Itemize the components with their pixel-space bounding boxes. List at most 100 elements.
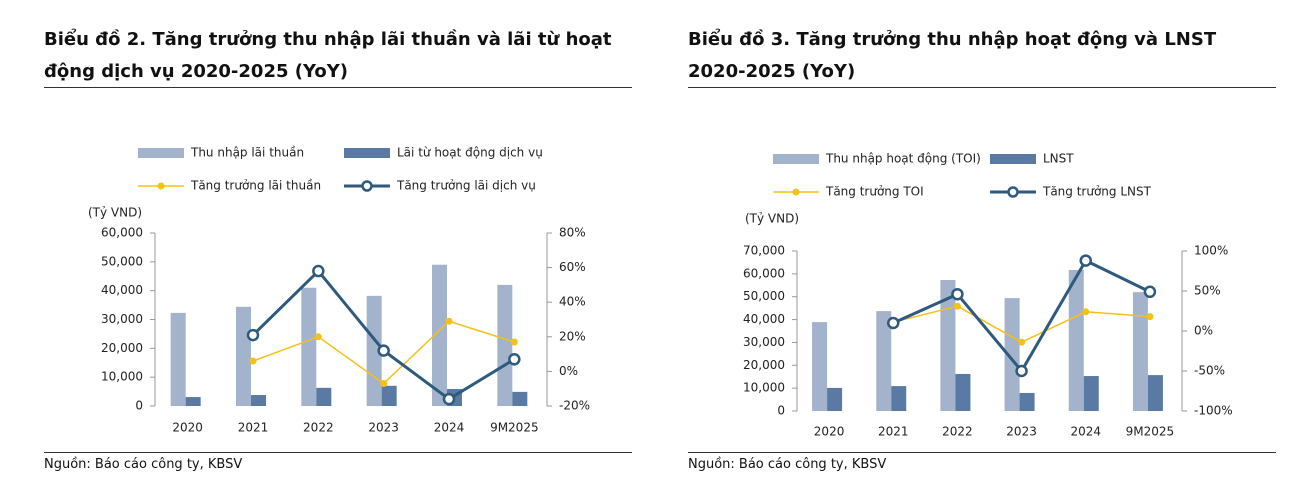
marker	[510, 338, 518, 346]
marker	[887, 316, 900, 330]
marker	[249, 357, 257, 365]
y-tick-label: 30,000	[743, 335, 785, 349]
bar	[1019, 392, 1035, 411]
x-tick-label: 2023	[1006, 425, 1037, 439]
marker	[1018, 338, 1026, 346]
marker	[314, 333, 322, 341]
x-tick-label: 2021	[878, 425, 909, 439]
bar	[827, 387, 843, 411]
marker	[951, 287, 964, 301]
marker	[508, 353, 521, 366]
legend-label: Tăng trưởng LNST	[1042, 185, 1152, 199]
marker	[312, 264, 325, 278]
y-tick-label: 50,000	[101, 254, 143, 268]
y2-tick-label: 80%	[559, 226, 586, 240]
x-tick-label: 2024	[434, 421, 465, 435]
chart-title: Biểu đồ 2. Tăng trưởng thu nhập lãi thuầ…	[44, 24, 632, 88]
y2-tick-label: 60%	[559, 260, 586, 274]
chart-title: Biểu đồ 3. Tăng trưởng thu nhập hoạt độn…	[688, 24, 1276, 88]
marker	[246, 328, 260, 342]
y2-tick-label: 0%	[559, 364, 578, 378]
legend-swatch	[138, 148, 184, 158]
y2-tick-label: 40%	[559, 295, 586, 309]
bar	[1068, 269, 1084, 411]
y2-tick-label: -50%	[1194, 364, 1225, 378]
marker	[380, 380, 388, 388]
legend-label: Tăng trưởng lãi thuần	[190, 179, 321, 193]
line	[892, 258, 1151, 374]
marker	[1146, 313, 1154, 321]
marker	[1015, 364, 1028, 378]
marker	[445, 317, 453, 325]
bar	[432, 264, 447, 406]
x-tick-label: 2021	[238, 421, 269, 435]
x-tick-label: 2022	[303, 421, 334, 435]
bar	[236, 306, 251, 406]
bar	[1147, 375, 1163, 411]
bar	[366, 295, 382, 406]
bar	[955, 373, 971, 411]
y-tick-label: 20,000	[101, 341, 143, 355]
x-tick-label: 9M2025	[1126, 425, 1175, 439]
bar	[1004, 298, 1020, 411]
marker	[442, 392, 456, 406]
y-tick-label: 10,000	[743, 381, 785, 395]
legend-swatch	[344, 148, 390, 158]
marker	[1079, 254, 1092, 267]
bar	[170, 312, 186, 406]
bar	[812, 322, 828, 411]
legend-label: Lãi từ hoạt động dịch vụ	[397, 146, 543, 160]
y2-tick-label: 20%	[559, 329, 586, 343]
bar	[1132, 292, 1148, 411]
y-axis-label: (Tỷ VND)	[745, 212, 799, 226]
marker	[377, 344, 390, 357]
legend-label: Thu nhập hoạt động (TOI)	[825, 152, 981, 166]
marker	[953, 302, 961, 310]
legend-marker	[157, 182, 165, 190]
bar	[381, 385, 397, 406]
y2-tick-label: -100%	[1194, 404, 1233, 418]
bar	[512, 391, 528, 406]
bar	[1083, 376, 1099, 411]
y-tick-label: 70,000	[743, 244, 785, 258]
y-tick-label: 20,000	[743, 358, 785, 372]
x-tick-label: 2024	[1070, 425, 1101, 439]
x-tick-label: 9M2025	[490, 421, 539, 435]
bar	[940, 280, 956, 411]
marker	[1143, 285, 1157, 299]
bar	[497, 284, 513, 406]
legend-swatch	[773, 154, 819, 164]
legend-swatch	[990, 154, 1036, 164]
legend-label: LNST	[1043, 152, 1074, 166]
x-tick-label: 2020	[172, 421, 203, 435]
x-tick-label: 2020	[814, 425, 845, 439]
y2-tick-label: -20%	[559, 399, 590, 413]
legend-label: Tăng trưởng TOI	[825, 185, 924, 199]
bar	[251, 395, 266, 406]
y-tick-label: 0	[135, 399, 143, 413]
bar	[876, 311, 892, 411]
bar	[185, 397, 201, 406]
source: Nguồn: Báo cáo công ty, KBSV	[44, 452, 632, 472]
bar	[301, 287, 317, 406]
marker	[1082, 308, 1090, 316]
y2-tick-label: 100%	[1194, 244, 1228, 258]
y-tick-label: 50,000	[743, 289, 785, 303]
legend-marker	[792, 188, 800, 196]
y-axis-label: (Tỷ VND)	[88, 206, 142, 220]
x-tick-label: 2023	[368, 421, 399, 435]
y-tick-label: 40,000	[101, 283, 143, 297]
legend-marker	[1007, 186, 1019, 198]
legend-label: Thu nhập lãi thuần	[190, 146, 304, 160]
y2-tick-label: 0%	[1194, 324, 1213, 338]
y-tick-label: 60,000	[743, 266, 785, 280]
line	[251, 268, 516, 401]
bar	[316, 387, 332, 406]
legend-marker	[361, 180, 373, 192]
source: Nguồn: Báo cáo công ty, KBSV	[688, 452, 1276, 472]
y-tick-label: 10,000	[101, 370, 143, 384]
y-tick-label: 40,000	[743, 312, 785, 326]
legend-label: Tăng trưởng lãi dịch vụ	[396, 179, 536, 193]
y-tick-label: 60,000	[101, 226, 143, 240]
